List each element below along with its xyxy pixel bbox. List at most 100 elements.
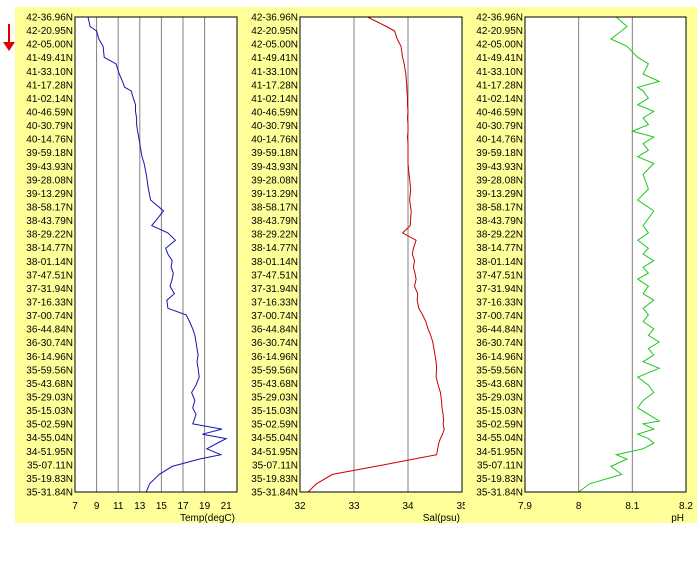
latitude-label: 40-30.79N [26, 121, 73, 132]
latitude-label: 37-47.51N [476, 270, 523, 281]
latitude-label: 40-14.76N [26, 135, 73, 146]
latitude-label: 35-43.68N [251, 379, 298, 390]
latitude-label: 35-15.03N [251, 406, 298, 417]
latitude-label: 38-43.79N [251, 216, 298, 227]
latitude-label: 35-31.84N [251, 488, 298, 499]
latitude-label: 41-49.41N [251, 53, 298, 64]
latitude-label: 37-00.74N [476, 311, 523, 322]
latitude-label: 38-58.17N [26, 203, 73, 214]
latitude-label: 38-14.77N [26, 243, 73, 254]
latitude-label: 35-07.11N [477, 460, 523, 471]
x-axis-label: Temp(degC) [180, 513, 235, 524]
latitude-label: 37-31.94N [476, 284, 523, 295]
latitude-label: 35-29.03N [251, 393, 298, 404]
latitude-label: 35-19.83N [476, 474, 523, 485]
latitude-label: 35-15.03N [26, 406, 73, 417]
latitude-label: 42-36.96N [251, 13, 298, 24]
latitude-label: 35-43.68N [26, 379, 73, 390]
latitude-label: 39-43.93N [26, 162, 73, 173]
latitude-label: 35-59.56N [26, 365, 73, 376]
x-tick-label: 9 [94, 501, 100, 512]
latitude-label: 35-59.56N [476, 365, 523, 376]
latitude-label: 37-00.74N [26, 311, 73, 322]
latitude-label: 35-29.03N [26, 393, 73, 404]
latitude-label: 38-01.14N [476, 257, 523, 268]
latitude-label: 35-02.59N [251, 420, 298, 431]
latitude-label: 38-58.17N [476, 203, 523, 214]
x-tick-label: 11 [113, 501, 124, 512]
latitude-label: 41-33.10N [476, 67, 523, 78]
latitude-label: 38-29.22N [476, 230, 523, 241]
latitude-label: 39-13.29N [26, 189, 73, 200]
latitude-label: 34-55.04N [26, 433, 73, 444]
latitude-label: 36-30.74N [26, 338, 73, 349]
latitude-label: 37-00.74N [251, 311, 298, 322]
series-line [87, 16, 228, 493]
latitude-label: 41-49.41N [26, 53, 73, 64]
latitude-label: 40-46.59N [476, 108, 523, 119]
x-tick-label: 21 [221, 501, 233, 512]
down-arrow-icon [3, 24, 15, 51]
latitude-label: 35-31.84N [476, 488, 523, 499]
latitude-label: 41-17.28N [251, 80, 298, 91]
latitude-label: 40-14.76N [251, 135, 298, 146]
latitude-label: 42-36.96N [26, 13, 73, 24]
series-line [307, 16, 445, 493]
latitude-label: 34-55.04N [476, 433, 523, 444]
latitude-label: 35-02.59N [476, 420, 523, 431]
latitude-label: 42-20.95N [26, 26, 73, 37]
latitude-label: 41-02.14N [26, 94, 73, 105]
latitude-label: 38-58.17N [251, 203, 298, 214]
latitude-label: 36-30.74N [251, 338, 298, 349]
x-axis-label: Sal(psu) [423, 513, 460, 524]
latitude-label: 39-59.18N [26, 148, 73, 159]
latitude-label: 37-31.94N [26, 284, 73, 295]
latitude-label: 34-51.95N [476, 447, 523, 458]
x-tick-label: 17 [177, 501, 189, 512]
latitude-label: 39-43.93N [251, 162, 298, 173]
x-tick-label: 15 [156, 501, 168, 512]
x-tick-label: 7 [72, 501, 78, 512]
x-tick-label: 8 [576, 501, 582, 512]
latitude-label: 39-59.18N [476, 148, 523, 159]
latitude-label: 38-01.14N [26, 257, 73, 268]
plot-frame [524, 16, 687, 493]
latitude-label: 42-20.95N [476, 26, 523, 37]
latitude-label: 35-15.03N [476, 406, 523, 417]
latitude-label: 35-02.59N [26, 420, 73, 431]
latitude-label: 39-28.08N [26, 175, 73, 186]
latitude-label: 36-44.84N [476, 325, 523, 336]
latitude-label: 41-02.14N [251, 94, 298, 105]
x-tick-label: 7.9 [518, 501, 532, 512]
latitude-label: 35-19.83N [251, 474, 298, 485]
plot-area [300, 17, 462, 492]
latitude-label: 39-13.29N [476, 189, 523, 200]
x-tick-label: 33 [348, 501, 360, 512]
latitude-label: 41-02.14N [476, 94, 523, 105]
latitude-label: 38-14.77N [476, 243, 523, 254]
latitude-label: 37-47.51N [26, 270, 73, 281]
latitude-label: 40-46.59N [251, 108, 298, 119]
latitude-label: 39-13.29N [251, 189, 298, 200]
latitude-label: 41-33.10N [26, 67, 73, 78]
x-axis-label: pH [671, 513, 684, 524]
latitude-label: 35-07.11N [252, 460, 298, 471]
latitude-label: 36-14.96N [476, 352, 523, 363]
x-tick-label: 35 [456, 501, 468, 512]
plot-frame [299, 16, 463, 493]
latitude-label: 41-17.28N [26, 80, 73, 91]
x-tick-label: 32 [294, 501, 306, 512]
latitude-label: 42-36.96N [476, 13, 523, 24]
latitude-label: 42-05.00N [251, 40, 298, 51]
latitude-label: 34-55.04N [251, 433, 298, 444]
latitude-label: 39-43.93N [476, 162, 523, 173]
x-tick-label: 19 [199, 501, 211, 512]
latitude-label: 34-51.95N [26, 447, 73, 458]
latitude-label: 39-28.08N [476, 175, 523, 186]
x-tick-label: 34 [402, 501, 414, 512]
latitude-label: 41-49.41N [476, 53, 523, 64]
x-tick-label: 8.2 [679, 501, 693, 512]
latitude-label: 37-16.33N [476, 298, 523, 309]
latitude-label: 37-47.51N [251, 270, 298, 281]
